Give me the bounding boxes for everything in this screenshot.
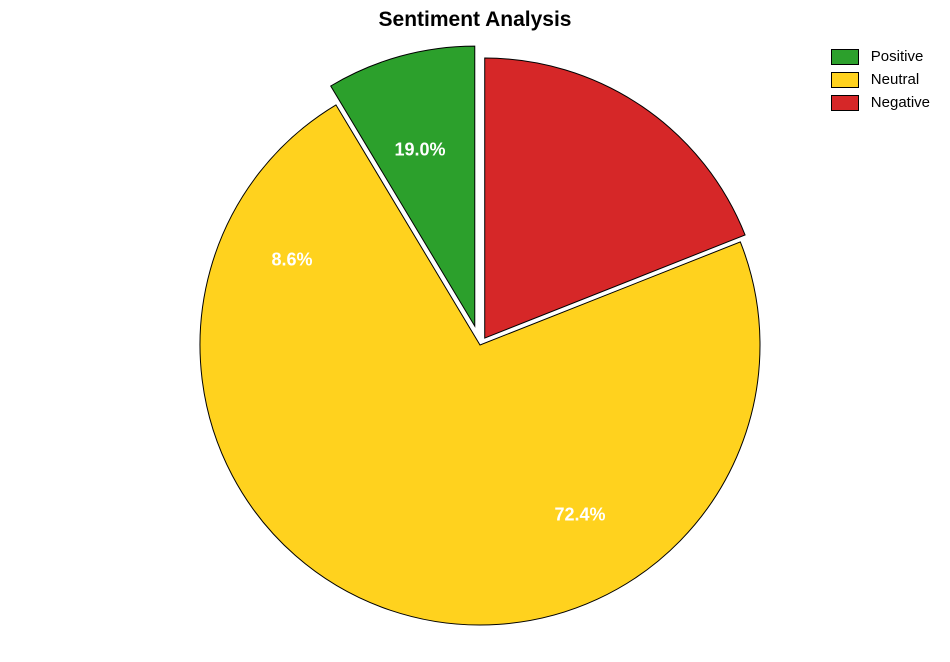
- legend-label-negative: Negative: [871, 94, 930, 111]
- legend-swatch-negative: [831, 95, 859, 111]
- legend-item-negative: Negative: [831, 94, 930, 111]
- slice-label-negative: 19.0%: [394, 140, 445, 161]
- legend-swatch-neutral: [831, 72, 859, 88]
- legend-label-positive: Positive: [871, 48, 924, 65]
- slice-label-neutral: 72.4%: [554, 505, 605, 526]
- pie-svg: [0, 0, 950, 662]
- legend-swatch-positive: [831, 49, 859, 65]
- legend-label-neutral: Neutral: [871, 71, 919, 88]
- legend: Positive Neutral Negative: [831, 48, 930, 117]
- sentiment-pie-chart: Sentiment Analysis 8.6% 72.4% 19.0% Posi…: [0, 0, 950, 662]
- legend-item-positive: Positive: [831, 48, 930, 65]
- slice-label-positive: 8.6%: [271, 250, 312, 271]
- legend-item-neutral: Neutral: [831, 71, 930, 88]
